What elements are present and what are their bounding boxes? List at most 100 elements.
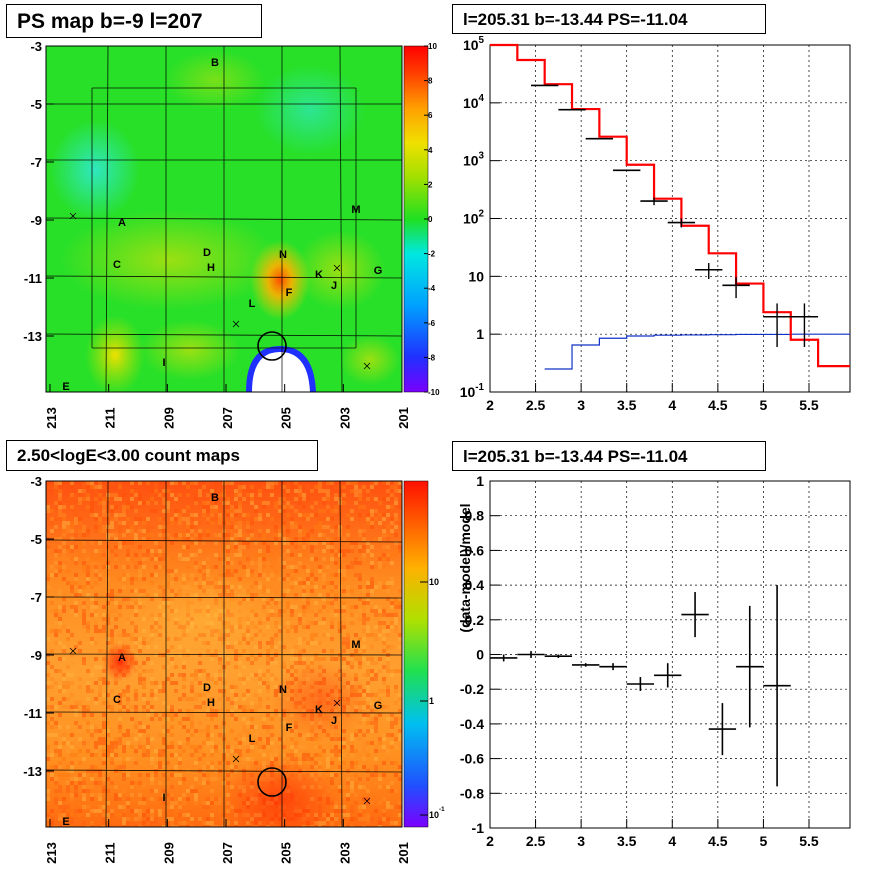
count-map-pixel	[362, 489, 366, 493]
count-map-pixel	[306, 605, 310, 609]
count-map-pixel	[178, 557, 182, 561]
ps-colorbar-tick-label: -2	[428, 250, 436, 259]
count-map-pixel	[354, 629, 358, 633]
count-map-pixel	[374, 565, 378, 569]
count-map-pixel	[54, 633, 58, 637]
count-map-pixel	[294, 605, 298, 609]
count-map-y-tick-label: -11	[24, 706, 42, 721]
count-map-pixel	[50, 773, 54, 777]
count-map-pixel	[158, 565, 162, 569]
count-map-pixel	[390, 713, 394, 717]
count-map-pixel	[118, 765, 122, 769]
count-map-pixel	[206, 481, 210, 485]
count-map-pixel	[182, 801, 186, 805]
count-map-pixel	[170, 817, 174, 821]
count-map-pixel	[198, 785, 202, 789]
count-map-pixel	[378, 625, 382, 629]
spectrum-x-tick-label: 4	[668, 397, 676, 413]
count-map-pixel	[82, 625, 86, 629]
count-map-pixel	[262, 501, 266, 505]
count-map-pixel	[134, 825, 138, 827]
count-map-pixel	[50, 485, 54, 489]
count-map-pixel	[234, 545, 238, 549]
count-map-pixel	[206, 517, 210, 521]
count-map-pixel	[194, 541, 198, 545]
count-map-pixel	[374, 613, 378, 617]
count-map-pixel	[154, 713, 158, 717]
count-map-pixel	[290, 605, 294, 609]
count-map-pixel	[386, 585, 390, 589]
count-map-pixel	[210, 801, 214, 805]
count-map-pixel	[366, 549, 370, 553]
count-map-pixel	[242, 545, 246, 549]
count-map-pixel	[338, 585, 342, 589]
count-map-pixel	[338, 809, 342, 813]
count-map-pixel	[62, 521, 66, 525]
count-map-pixel	[282, 521, 286, 525]
count-map-pixel	[298, 561, 302, 565]
count-map-pixel	[154, 485, 158, 489]
count-map-pixel	[210, 741, 214, 745]
count-map-pixel	[62, 657, 66, 661]
count-map-pixel	[374, 725, 378, 729]
count-map-pixel	[74, 533, 78, 537]
count-map-pixel	[330, 605, 334, 609]
count-map-pixel	[370, 621, 374, 625]
count-map-pixel	[86, 709, 90, 713]
count-map-pixel	[118, 697, 122, 701]
count-map-pixel	[46, 665, 50, 669]
count-map-pixel	[214, 505, 218, 509]
count-map-pixel	[250, 709, 254, 713]
count-map-pixel	[378, 765, 382, 769]
count-map-pixel	[382, 505, 386, 509]
count-map-pixel	[58, 749, 62, 753]
count-map-pixel	[206, 733, 210, 737]
count-map-pixel	[362, 629, 366, 633]
count-map-pixel	[330, 621, 334, 625]
count-map-pixel	[270, 677, 274, 681]
count-map-pixel	[146, 725, 150, 729]
count-map-x-tick-label: 201	[396, 842, 411, 864]
count-map-pixel	[54, 613, 58, 617]
count-map-pixel	[398, 725, 402, 729]
count-map-pixel	[250, 569, 254, 573]
count-map-pixel	[58, 505, 62, 509]
residual-x-tick-label: 5	[760, 833, 768, 849]
count-map-pixel	[322, 585, 326, 589]
count-map-pixel	[386, 489, 390, 493]
count-map-pixel	[394, 517, 398, 521]
count-map-pixel	[162, 825, 166, 827]
residual-x-tick-label: 2.5	[526, 833, 546, 849]
count-map-pixel	[286, 601, 290, 605]
count-map-pixel	[278, 729, 282, 733]
count-map-pixel	[170, 741, 174, 745]
count-map-pixel	[162, 697, 166, 701]
count-map-pixel	[178, 797, 182, 801]
count-map-pixel	[142, 813, 146, 817]
count-map-pixel	[190, 737, 194, 741]
count-map-pixel	[78, 553, 82, 557]
count-map-pixel	[110, 749, 114, 753]
count-map-pixel	[106, 745, 110, 749]
count-map-pixel	[262, 521, 266, 525]
count-map-source-marker	[333, 699, 341, 707]
count-map-pixel	[294, 745, 298, 749]
count-map-pixel	[214, 501, 218, 505]
count-map-pixel	[198, 681, 202, 685]
count-map-pixel	[342, 537, 346, 541]
count-map-pixel	[110, 525, 114, 529]
count-map-pixel	[194, 513, 198, 517]
count-map-pixel	[182, 725, 186, 729]
count-map-pixel	[118, 721, 122, 725]
count-map-pixel	[66, 725, 70, 729]
count-map-pixel	[350, 501, 354, 505]
count-map-pixel	[70, 481, 74, 485]
count-map-pixel	[206, 781, 210, 785]
count-map-pixel	[214, 481, 218, 485]
count-map-pixel	[358, 777, 362, 781]
count-map-pixel	[186, 753, 190, 757]
count-map-pixel	[226, 749, 230, 753]
count-map-pixel	[334, 749, 338, 753]
count-map-pixel	[290, 749, 294, 753]
count-map-pixel	[314, 617, 318, 621]
